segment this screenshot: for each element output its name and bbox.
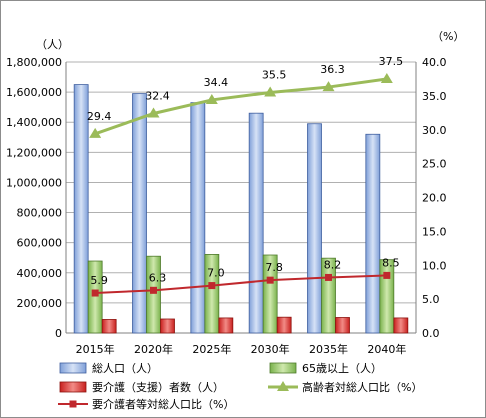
legend-label: 要介護（支援）者数（人） — [92, 380, 224, 394]
legend-marker — [69, 400, 77, 408]
legend-label: 総人口（人） — [92, 361, 158, 375]
x-tick-label: 2040年 — [367, 342, 406, 356]
x-tick-label: 2030年 — [251, 342, 290, 356]
left-tick-label: 800,000 — [17, 207, 63, 220]
bar-total-population — [190, 102, 206, 334]
bar-care-needed — [335, 317, 350, 334]
marker-elderly-ratio — [322, 81, 335, 92]
legend-label: 高齢者対総人口比（%） — [302, 380, 422, 394]
bar-over-65 — [87, 260, 103, 334]
data-label-elderly-ratio: 36.3 — [320, 63, 345, 76]
left-tick-label: 600,000 — [17, 237, 63, 250]
x-tick-label: 2035年 — [309, 342, 348, 356]
marker-elderly-ratio — [380, 72, 393, 83]
left-tick-label: 1,200,000 — [6, 146, 62, 159]
bar-total-population — [73, 84, 89, 334]
marker-elderly-ratio — [205, 93, 218, 104]
x-tick-label: 2020年 — [134, 342, 173, 356]
left-tick-label: 1,600,000 — [6, 86, 62, 99]
right-tick-label: 35.0 — [422, 90, 447, 103]
left-tick-label: 1,000,000 — [6, 176, 62, 189]
left-tick-label: 400,000 — [17, 267, 63, 280]
bar-total-population — [132, 93, 147, 334]
marker-care-ratio — [208, 282, 216, 290]
marker-elderly-ratio — [264, 86, 277, 97]
data-label-elderly-ratio: 34.4 — [204, 76, 229, 89]
bar-total-population — [365, 133, 381, 334]
bar-total-population — [307, 123, 322, 334]
legend-marker — [277, 381, 289, 391]
right-tick-label: 25.0 — [422, 158, 447, 171]
data-label-care-ratio: 8.2 — [324, 258, 342, 271]
bar-care-needed — [101, 319, 117, 334]
bar-care-needed — [276, 316, 292, 334]
bar-care-needed — [393, 317, 409, 334]
marker-elderly-ratio — [89, 127, 102, 138]
data-label-care-ratio: 7.0 — [207, 267, 225, 280]
bar-over-65 — [146, 255, 161, 334]
bar-care-needed — [160, 318, 175, 334]
marker-care-ratio — [91, 289, 99, 297]
right-tick-label: 10.0 — [422, 259, 447, 272]
data-label-elderly-ratio: 37.5 — [379, 55, 404, 68]
left-tick-label: 1,400,000 — [6, 116, 62, 129]
data-label-care-ratio: 5.9 — [90, 274, 108, 287]
right-tick-label: 20.0 — [422, 192, 447, 205]
legend-swatch — [59, 362, 87, 374]
bar-care-needed — [218, 317, 234, 334]
right-tick-label: 30.0 — [422, 124, 447, 137]
x-tick-label: 2025年 — [192, 342, 231, 356]
data-label-elderly-ratio: 32.4 — [145, 89, 170, 102]
right-tick-label: 0.0 — [422, 327, 440, 340]
legend-swatch — [59, 381, 87, 393]
right-tick-label: 15.0 — [422, 225, 447, 238]
right-axis-unit: （%） — [432, 30, 464, 43]
marker-care-ratio — [150, 286, 157, 294]
marker-elderly-ratio — [147, 107, 160, 118]
data-label-care-ratio: 6.3 — [149, 271, 167, 284]
line-elderly-ratio — [94, 77, 388, 136]
bar-over-65 — [204, 254, 220, 334]
line-care-ratio — [95, 274, 387, 295]
left-tick-label: 200,000 — [17, 297, 63, 310]
left-tick-label: 0 — [55, 327, 62, 340]
legend-label: 65歳以上（人） — [302, 362, 382, 375]
marker-care-ratio — [325, 273, 332, 281]
data-label-elderly-ratio: 35.5 — [262, 68, 287, 81]
data-label-elderly-ratio: 29.4 — [87, 110, 112, 123]
bar-total-population — [248, 112, 264, 334]
left-tick-label: 1,800,000 — [6, 56, 62, 69]
data-label-care-ratio: 7.8 — [265, 261, 283, 274]
bar-over-65 — [379, 259, 395, 334]
marker-care-ratio — [383, 271, 391, 279]
x-tick-label: 2015年 — [76, 342, 115, 356]
right-tick-label: 5.0 — [422, 293, 440, 306]
bar-over-65 — [262, 254, 278, 334]
data-label-care-ratio: 8.5 — [382, 256, 400, 269]
legend-swatch — [269, 362, 297, 374]
right-tick-label: 40.0 — [422, 56, 447, 69]
legend-label: 要介護者等対総人口比（%） — [92, 397, 234, 411]
left-axis-unit: （人） — [36, 38, 69, 51]
marker-care-ratio — [266, 276, 274, 284]
